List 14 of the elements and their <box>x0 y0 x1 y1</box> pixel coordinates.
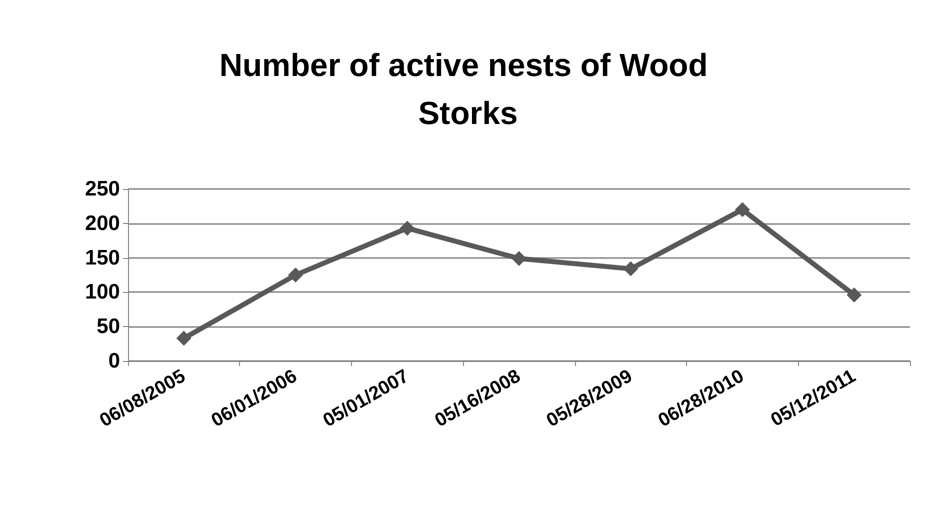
y-tick-label: 50 <box>96 315 120 338</box>
y-tick-label: 200 <box>84 212 120 235</box>
chart-title: Number of active nests of Wood Storks <box>219 47 717 131</box>
y-tick-label: 150 <box>84 246 120 270</box>
point <box>288 268 304 282</box>
y-tick-label: 250 <box>84 178 120 200</box>
point <box>400 220 415 236</box>
point <box>176 330 192 346</box>
point <box>846 287 862 302</box>
point <box>734 202 750 218</box>
point <box>512 250 526 266</box>
y-tick-label: 0 <box>108 350 120 372</box>
y-tick-label: 100 <box>84 280 120 304</box>
point <box>623 261 638 276</box>
